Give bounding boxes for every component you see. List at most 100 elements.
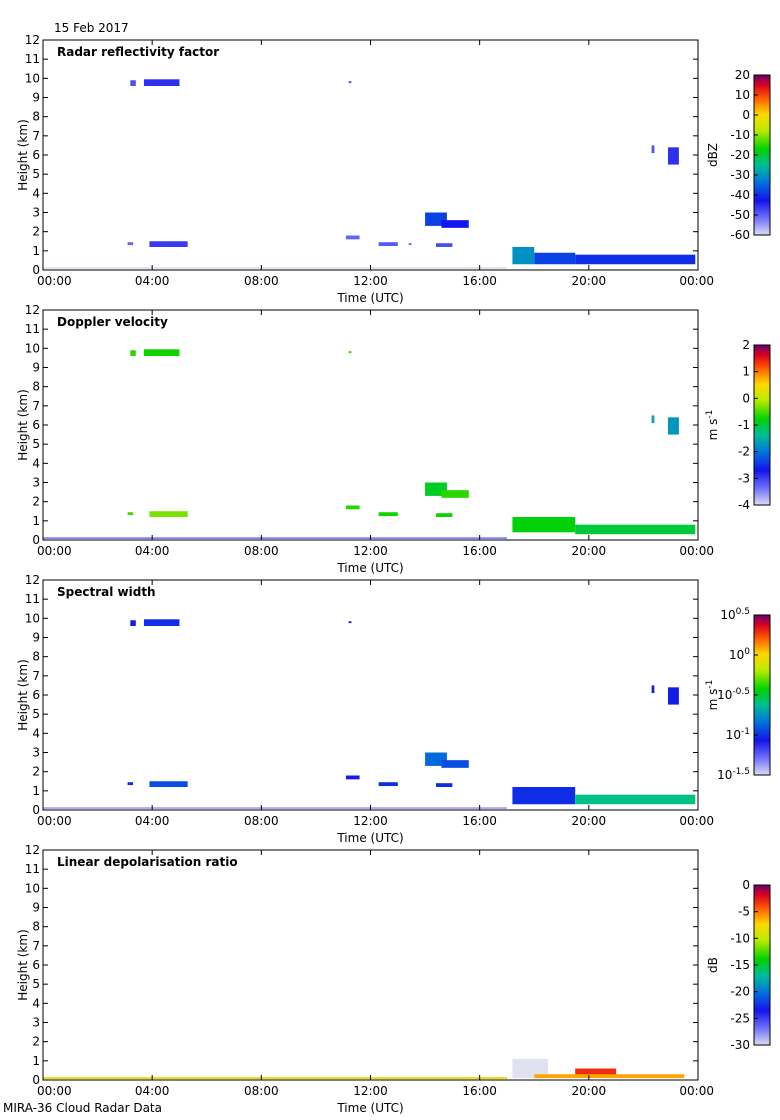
- colorbar-segment: [754, 903, 770, 906]
- colorbar-segment: [754, 495, 770, 498]
- colorbar-segment: [754, 459, 770, 462]
- colorbar-segment: [754, 701, 770, 704]
- colorbar-segment: [754, 901, 770, 904]
- colorbar-segment: [754, 663, 770, 666]
- colorbar-segment: [754, 687, 770, 690]
- exponent: 0: [744, 647, 750, 657]
- colorbar-segment: [754, 735, 770, 738]
- colorbar-tick-label: -1: [738, 418, 750, 432]
- colorbar-segment: [754, 393, 770, 396]
- echo-cell: [127, 512, 134, 516]
- colorbar-segment: [754, 435, 770, 438]
- colorbar-segment: [754, 621, 770, 624]
- colorbar-segment: [754, 921, 770, 924]
- colorbar-segment: [754, 101, 770, 104]
- x-tick-label: 00:00: [37, 814, 72, 828]
- colorbar-segment: [754, 637, 770, 640]
- y-tick-label: 1: [32, 1054, 40, 1068]
- colorbar-segment: [754, 473, 770, 476]
- colorbar-segment: [754, 183, 770, 186]
- x-tick-label: 00:00: [37, 274, 72, 288]
- colorbar-segment: [754, 193, 770, 196]
- colorbar-segment: [754, 423, 770, 426]
- colorbar-tick-label: -30: [730, 1038, 750, 1052]
- colorbar-segment: [754, 617, 770, 620]
- x-tick-label: 12:00: [353, 814, 388, 828]
- panel-title: Radar reflectivity factor: [57, 45, 219, 59]
- colorbar-segment: [754, 635, 770, 638]
- colorbar-segment: [754, 913, 770, 916]
- colorbar-segment: [754, 755, 770, 758]
- colorbar-segment: [754, 705, 770, 708]
- colorbar-segment: [754, 437, 770, 440]
- colorbar-segment: [754, 931, 770, 934]
- echo-cell: [651, 145, 655, 154]
- colorbar-segment: [754, 733, 770, 736]
- colorbar-segment: [754, 477, 770, 480]
- colorbar-segment: [754, 767, 770, 770]
- colorbar-segment: [754, 81, 770, 84]
- x-tick-label: 12:00: [353, 544, 388, 558]
- colorbar-segment: [754, 987, 770, 990]
- colorbar-segment: [754, 223, 770, 226]
- colorbar-segment: [754, 105, 770, 108]
- echo-cell: [127, 242, 134, 246]
- x-tick-label: 08:00: [244, 274, 279, 288]
- colorbar-segment: [754, 895, 770, 898]
- colorbar-segment: [754, 485, 770, 488]
- colorbar-segment: [754, 655, 770, 658]
- colorbar-segment: [754, 455, 770, 458]
- y-tick-label: 9: [32, 631, 40, 645]
- exponent: -0.5: [732, 687, 750, 697]
- colorbar-segment: [754, 657, 770, 660]
- echo-cell: [378, 242, 398, 247]
- colorbar-segment: [754, 369, 770, 372]
- colorbar-segment: [754, 411, 770, 414]
- colorbar-segment: [754, 953, 770, 956]
- colorbar-segment: [754, 475, 770, 478]
- colorbar-segment: [754, 129, 770, 132]
- echo-cell: [378, 512, 398, 517]
- y-tick-label: 3: [32, 746, 40, 760]
- colorbar-segment: [754, 83, 770, 86]
- colorbar-segment: [754, 739, 770, 742]
- colorbar-segment: [754, 929, 770, 932]
- x-tick-label: 20:00: [572, 544, 607, 558]
- colorbar-segment: [754, 1015, 770, 1018]
- colorbar-segment: [754, 143, 770, 146]
- colorbar-segment: [754, 1017, 770, 1020]
- colorbar-segment: [754, 501, 770, 504]
- unit-exponent: -1: [705, 680, 715, 689]
- colorbar-segment: [754, 933, 770, 936]
- colorbar-segment: [754, 641, 770, 644]
- colorbar-segment: [754, 481, 770, 484]
- colorbar-segment: [754, 769, 770, 772]
- x-tick-label: 00:00: [37, 544, 72, 558]
- colorbar-segment: [754, 209, 770, 212]
- colorbar-segment: [754, 391, 770, 394]
- colorbar-segment: [754, 629, 770, 632]
- exponent: 0.5: [736, 607, 750, 617]
- colorbar-segment: [754, 353, 770, 356]
- colorbar-segment: [754, 651, 770, 654]
- colorbar-segment: [754, 457, 770, 460]
- colorbar-segment: [754, 897, 770, 900]
- colorbar-segment: [754, 467, 770, 470]
- colorbar-segment: [754, 685, 770, 688]
- colorbar-segment: [754, 177, 770, 180]
- echo-cell: [348, 81, 352, 84]
- colorbar-segment: [754, 161, 770, 164]
- colorbar-segment: [754, 1025, 770, 1028]
- colorbar-tick-label: 10-0.5: [717, 687, 750, 702]
- y-tick-label: 8: [32, 380, 40, 394]
- y-tick-label: 12: [25, 573, 40, 587]
- colorbar-segment: [754, 469, 770, 472]
- colorbar-segment: [754, 153, 770, 156]
- colorbar-segment: [754, 157, 770, 160]
- x-tick-label: 12:00: [353, 274, 388, 288]
- colorbar-segment: [754, 715, 770, 718]
- colorbar-segment: [754, 97, 770, 100]
- colorbar-segment: [754, 417, 770, 420]
